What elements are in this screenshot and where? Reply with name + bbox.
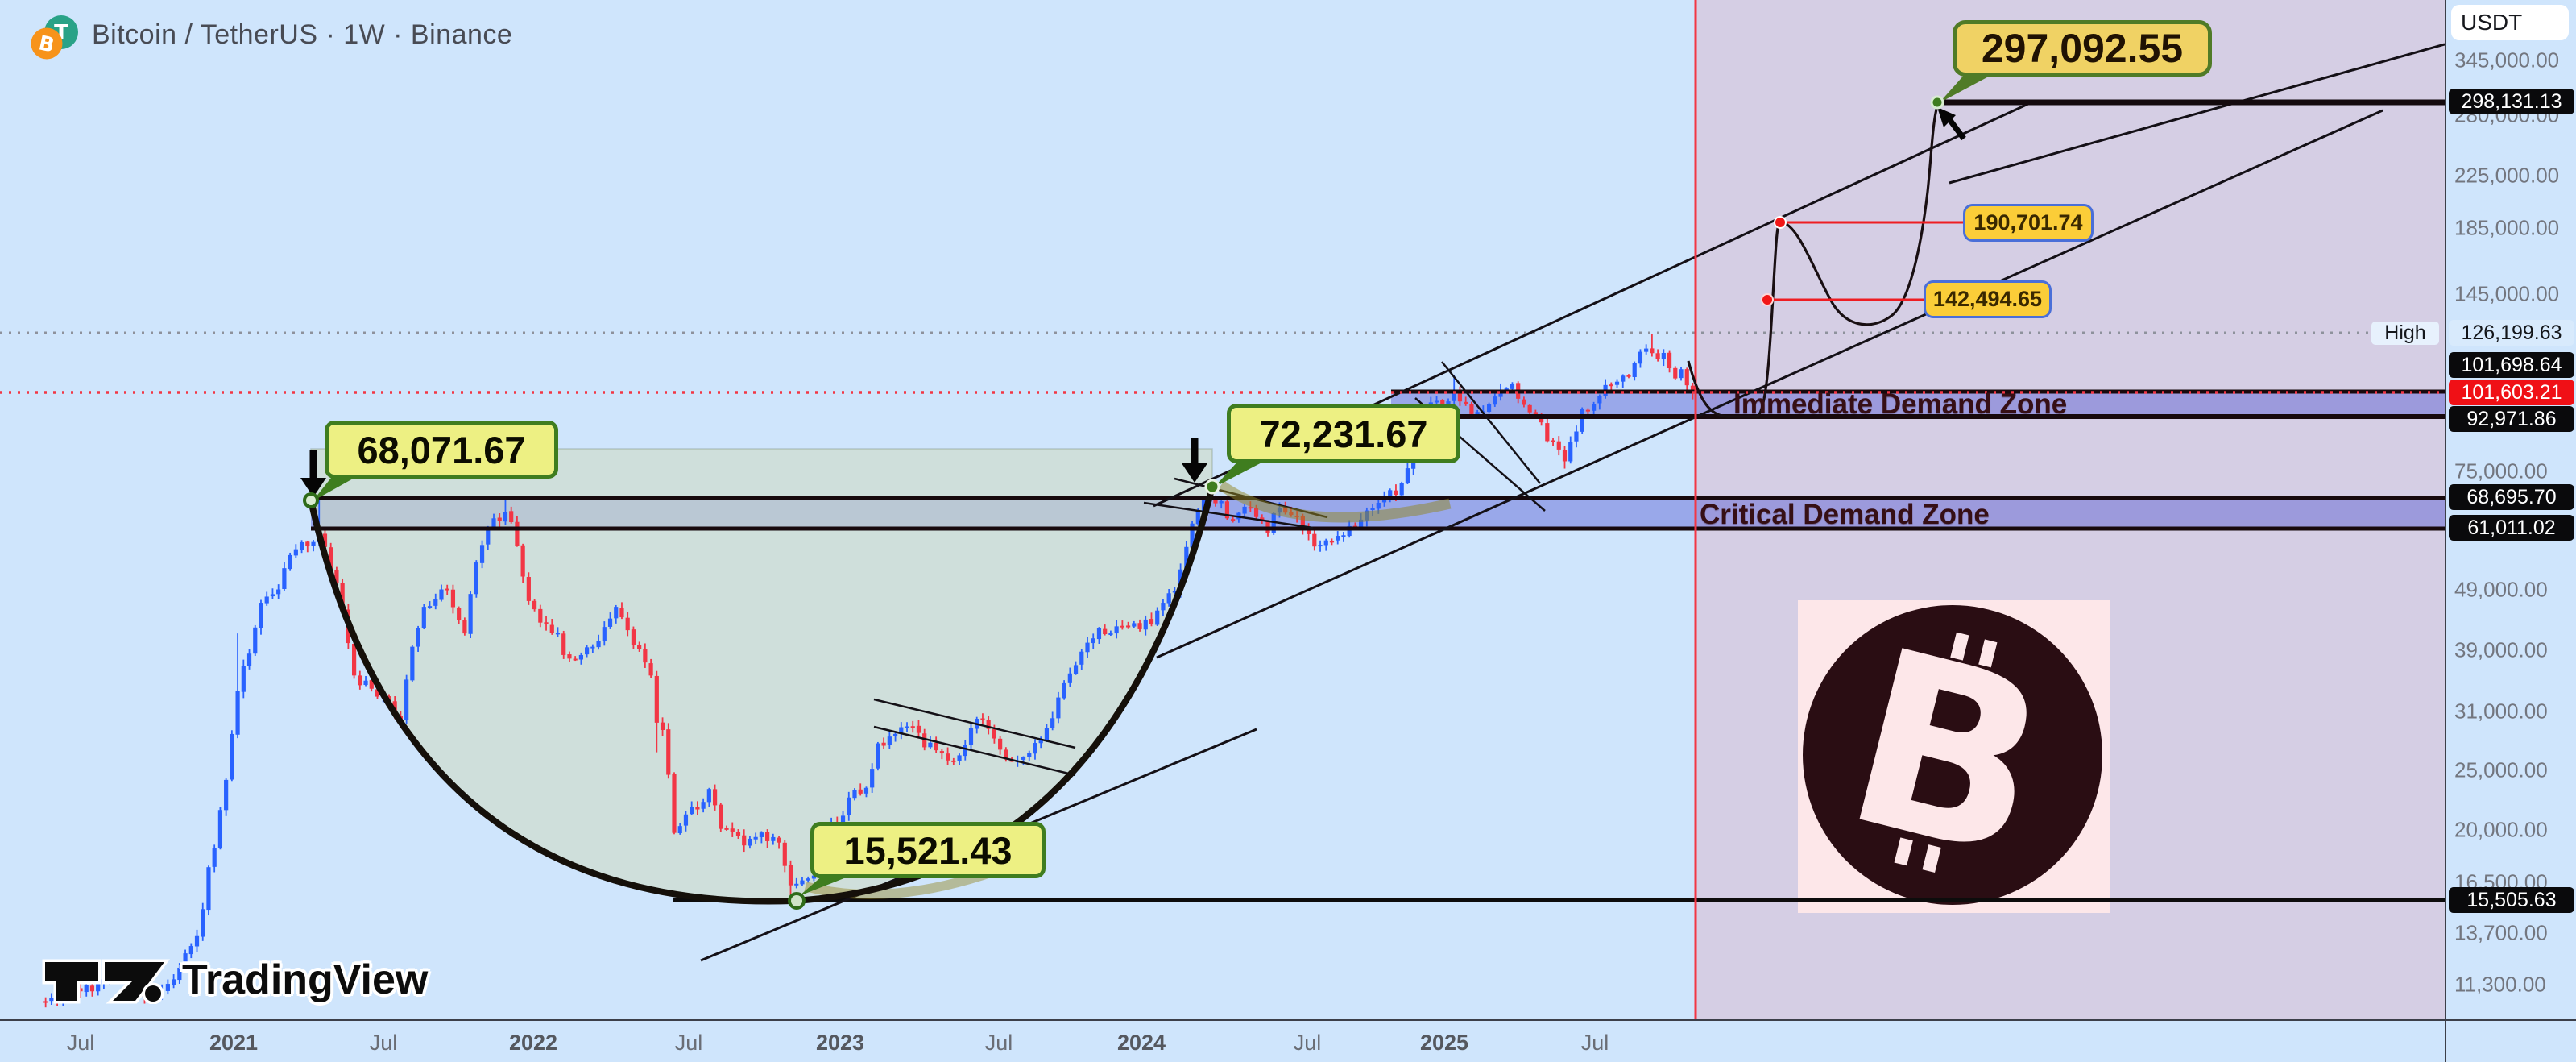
tail-swoosh-72 [1218,480,1452,523]
channel-lower [1156,109,2383,659]
red-dot-142 [1761,293,1774,306]
callout-value: 15,521.43 [843,828,1013,872]
price-badge: 92,971.86 [2449,406,2574,432]
price-tick: 75,000.00 [2454,458,2548,483]
bitcoin-logo-image: B [1798,596,2110,914]
arrow-72k-head [1182,463,1207,483]
callout-target-297092[interactable]: 297,092.55 [1953,20,2212,77]
arrow-297k-head [1937,107,1956,127]
price-badge: 61,011.02 [2449,515,2574,541]
time-label: 2022 [508,1031,558,1055]
symbol-title: Bitcoin / TetherUS · 1W · Binance [92,19,513,50]
time-label: Jul [984,1031,1013,1055]
price-badge: 68,695.70 [2449,484,2574,510]
arrow-68k-head [300,478,326,497]
time-label: Jul [1293,1031,1322,1055]
time-axis[interactable]: Jul 2021 Jul 2022 Jul 2023 Jul 2024 Jul 2025 Jul [0,1019,2445,1062]
time-label: 2024 [1116,1031,1166,1055]
time-label: Jul [674,1031,703,1055]
anchor-dot-68 [303,492,319,508]
time-label: 2021 [209,1031,259,1055]
callout-cup-right-72231[interactable]: 72,231.67 [1227,404,1460,463]
price-badge: 101,603.21 [2449,380,2574,405]
time-label: 2023 [815,1031,865,1055]
price-badge: 101,698.64 [2449,352,2574,378]
immediate-zone-fill [1391,392,2445,417]
callout-value: 297,092.55 [1981,26,2184,71]
tail-68 [313,474,362,501]
flag-line-1 [873,698,1076,749]
tail-15 [799,875,852,896]
wedge-b1 [1441,361,1541,484]
price-tick: 25,000.00 [2454,757,2548,782]
price-tick: 345,000.00 [2454,48,2560,73]
plot-area [0,0,2445,1019]
price-badge: 15,505.63 [2449,887,2574,913]
callout-target-142494[interactable]: 142,494.65 [1924,280,2052,318]
forecast-path [1687,102,1940,418]
axis-corner [2445,1019,2576,1062]
price-tick: 11,300.00 [2454,972,2546,997]
time-label: Jul [66,1031,95,1055]
high-line-label: High [2371,322,2439,345]
candlesticks [43,334,1696,1008]
tradingview-watermark: TradingView [42,956,428,1004]
symbol-header[interactable]: T B Bitcoin / TetherUS · 1W · Binance [21,10,512,60]
critical-demand-zone-label: Critical Demand Zone [1700,499,1990,530]
red-dot-190 [1774,216,1787,229]
tail-72 [1214,458,1269,487]
tail-297 [1939,72,1998,103]
price-tick: 145,000.00 [2454,281,2560,306]
price-tick: 49,000.00 [2454,577,2548,602]
time-label: Jul [369,1031,398,1055]
anchor-dot-72 [1204,479,1220,495]
price-tick: 185,000.00 [2454,215,2560,240]
arrow-297k-shaft [1947,117,1966,141]
callout-value: 68,071.67 [357,428,526,471]
price-badge: 126,199.63 [2449,320,2574,346]
currency-toggle[interactable]: USDT [2451,5,2569,40]
time-label: Jul [1580,1031,1609,1055]
tradingview-logo-text: TradingView [182,956,429,1003]
bitcoin-icon [31,27,63,60]
anchor-dot-297 [1930,95,1944,110]
tradingview-logo-icon [42,959,170,1004]
price-tick: 225,000.00 [2454,163,2560,188]
callout-cup-left-68071[interactable]: 68,071.67 [325,421,558,479]
pair-icons: T B [31,15,78,60]
callout-cup-bottom-15521[interactable]: 15,521.43 [810,822,1046,878]
callout-target-190701[interactable]: 190,701.74 [1963,204,2094,242]
callout-value: 142,494.65 [1932,287,2043,311]
price-tick: 31,000.00 [2454,699,2548,724]
callout-value: 190,701.74 [1973,210,2083,234]
price-tick: 13,700.00 [2454,920,2548,945]
topright-trendline [1949,43,2445,185]
anchor-dot-15 [788,892,806,910]
price-badge: 298,131.13 [2449,89,2574,114]
immediate-demand-zone-label: Immediate Demand Zone [1733,388,2068,420]
callout-value: 72,231.67 [1259,412,1428,455]
price-tick: 39,000.00 [2454,637,2548,662]
price-scale[interactable]: USDT 345,000.00 280,000.00 225,000.00 185,0… [2445,0,2576,1019]
price-tick: 20,000.00 [2454,817,2548,842]
flag-line-2 [873,725,1076,777]
wedge-a2 [1143,501,1314,529]
time-label: 2025 [1419,1031,1469,1055]
